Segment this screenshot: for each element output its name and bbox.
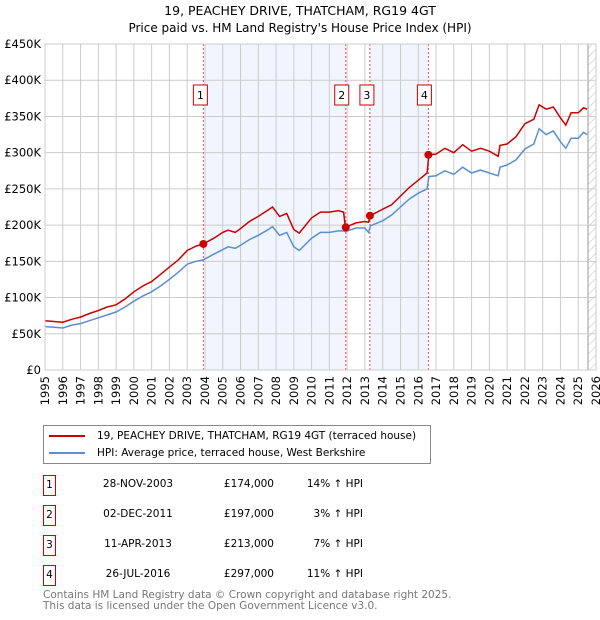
x-tick-label: 1995	[38, 376, 52, 405]
y-tick-label: £200K	[4, 218, 41, 232]
y-tick-label: £350K	[4, 109, 41, 123]
x-tick-label: 2017	[429, 376, 443, 405]
sales-table-row: 3 11-APR-2013 £213,000 7% ↑ HPI	[43, 535, 443, 556]
sale-hpi-change: 11% ↑ HPI	[306, 568, 363, 580]
sales-table-row: 1 28-NOV-2003 £174,000 14% ↑ HPI	[43, 475, 443, 496]
sale-marker-label: 3	[363, 89, 370, 102]
x-tick-label: 1999	[109, 376, 123, 405]
sale-date: 11-APR-2013	[104, 538, 172, 550]
x-tick-label: 2001	[145, 376, 159, 405]
x-tick-label: 1998	[91, 376, 105, 405]
chart-subtitle: Price paid vs. HM Land Registry's House …	[128, 21, 471, 35]
y-tick-label: £50K	[12, 327, 42, 341]
x-tick-label: 2022	[518, 376, 532, 405]
legend-swatch-red	[49, 435, 85, 437]
x-tick-label: 2015	[393, 376, 407, 405]
sale-hpi-change: 3% ↑ HPI	[313, 508, 363, 520]
x-tick-label: 2002	[162, 376, 176, 405]
footer-line: This data is licensed under the Open Gov…	[43, 600, 378, 612]
sale-price: £174,000	[223, 478, 274, 490]
x-tick-label: 2008	[269, 376, 283, 405]
legend-item-hpi: HPI: Average price, terraced house, West…	[44, 445, 365, 461]
x-tick-label: 2012	[340, 376, 354, 405]
sale-point	[341, 223, 350, 232]
x-tick-label: 2013	[358, 376, 372, 405]
x-tick-label: 2010	[305, 376, 319, 405]
legend-label: HPI: Average price, terraced house, West…	[97, 447, 366, 459]
x-tick-label: 2021	[500, 376, 514, 405]
sale-number: 3	[43, 535, 56, 556]
y-tick-label: £400K	[4, 73, 41, 87]
y-tick-label: £300K	[4, 146, 41, 160]
sale-date: 02-DEC-2011	[103, 508, 173, 520]
hpi-line	[44, 127, 588, 329]
y-tick-label: £250K	[4, 182, 41, 196]
sale-marker-box	[359, 84, 375, 106]
footer-line: Contains HM Land Registry data © Crown c…	[43, 589, 452, 601]
sale-marker-label: 1	[197, 89, 204, 102]
sale-hpi-change: 7% ↑ HPI	[313, 538, 363, 550]
sale-marker-box	[334, 84, 350, 106]
x-tick-label: 2004	[198, 376, 212, 405]
y-tick-label: £150K	[4, 254, 41, 268]
x-tick-label: 2020	[482, 376, 496, 405]
x-tick-label: 2007	[251, 376, 265, 405]
future-hatch	[588, 44, 596, 370]
x-tick-label: 2026	[589, 376, 600, 405]
x-tick-label: 2014	[376, 376, 390, 405]
footer: Contains HM Land Registry data © Crown c…	[43, 590, 451, 612]
x-tick-label: 2006	[234, 376, 248, 405]
sale-price: £213,000	[223, 538, 274, 550]
sale-hpi-change: 14% ↑ HPI	[306, 478, 363, 490]
legend-swatch-blue	[49, 452, 85, 454]
sale-point	[199, 239, 208, 248]
x-tick-label: 2003	[180, 376, 194, 405]
x-tick-label: 2016	[411, 376, 425, 405]
sale-date: 28-NOV-2003	[102, 478, 174, 490]
x-tick-label: 2009	[287, 376, 301, 405]
sales-table-row: 4 26-JUL-2016 £297,000 11% ↑ HPI	[43, 565, 443, 586]
sale-marker-label: 2	[338, 89, 345, 102]
plot-border	[44, 43, 597, 371]
x-tick-label: 2024	[553, 376, 567, 405]
legend-label: 19, PEACHEY DRIVE, THATCHAM, RG19 4GT (t…	[97, 430, 417, 442]
sale-marker-label: 4	[421, 89, 428, 102]
property-price-line	[44, 103, 588, 323]
sale-number: 4	[43, 565, 56, 586]
y-tick-label: £100K	[4, 291, 41, 305]
chart-title: 19, PEACHEY DRIVE, THATCHAM, RG19 4GT	[164, 3, 436, 18]
sale-number: 1	[43, 475, 56, 496]
x-tick-label: 2018	[447, 376, 461, 405]
sale-point	[365, 211, 374, 220]
sale-marker-box	[416, 84, 432, 106]
x-tick-label: 2019	[465, 376, 479, 405]
legend: 19, PEACHEY DRIVE, THATCHAM, RG19 4GT (t…	[43, 425, 431, 464]
x-tick-label: 1997	[74, 376, 88, 405]
legend-item-property: 19, PEACHEY DRIVE, THATCHAM, RG19 4GT (t…	[44, 428, 416, 444]
x-tick-label: 2005	[216, 376, 230, 405]
sale-price: £297,000	[223, 568, 274, 580]
chart-svg: 19, PEACHEY DRIVE, THATCHAM, RG19 4GT Pr…	[4, 3, 600, 405]
sale-number: 2	[43, 505, 56, 526]
x-tick-label: 2025	[571, 376, 585, 405]
x-tick-label: 2023	[536, 376, 550, 405]
x-tick-label: 2000	[127, 376, 141, 405]
sale-point	[424, 150, 433, 159]
x-tick-label: 2011	[322, 376, 336, 405]
x-tick-label: 1996	[56, 376, 70, 405]
y-tick-label: £450K	[4, 37, 41, 51]
sale-marker-box	[192, 84, 208, 106]
shaded-period	[204, 44, 346, 370]
sales-table-row: 2 02-DEC-2011 £197,000 3% ↑ HPI	[43, 505, 443, 526]
sale-date: 26-JUL-2016	[105, 568, 171, 580]
sale-price: £197,000	[223, 508, 274, 520]
y-tick-label: £0	[26, 363, 41, 377]
